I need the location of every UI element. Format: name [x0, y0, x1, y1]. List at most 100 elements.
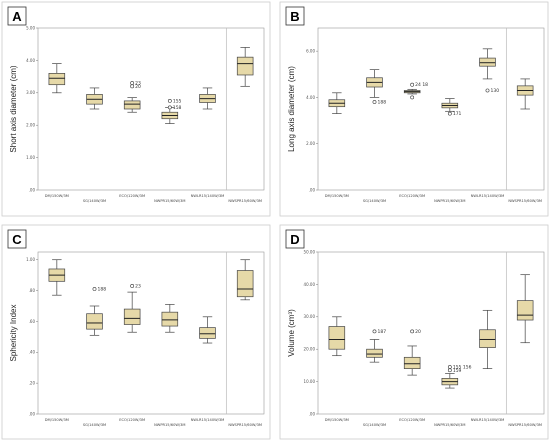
outlier-point [485, 88, 490, 93]
x-tick-label: NWLR15/140W/3M [471, 194, 505, 198]
outlier-point [410, 82, 415, 87]
box-6 [236, 259, 254, 301]
x-tick-label: DM/150W/3M [325, 418, 349, 422]
box-body [199, 327, 216, 339]
x-tick-label: SG/140W/3M [83, 423, 106, 427]
panel-frame [279, 1, 549, 217]
x-tick-label: SG/140W/3M [363, 199, 386, 203]
y-tick-label: 40.00 [304, 282, 316, 287]
x-tick-label: NWSPR15/60W/3M [228, 423, 262, 427]
chart-panel-c: .00 .20 .40 .60 .80 1.00 Sphericity Index C 188 2… [1, 224, 271, 440]
plot-area [317, 251, 545, 415]
box-4 [441, 373, 459, 389]
y-axis-label: Volume (cm³) [287, 309, 296, 357]
panel-label-box [285, 6, 305, 26]
outlier-label: 155 [173, 98, 182, 104]
y-tick-label: .00 [29, 411, 36, 416]
outlier-point [447, 365, 452, 369]
panel-label: C [12, 232, 22, 247]
x-tick-label: DM/150W/3M [325, 194, 349, 198]
outlier-point [130, 84, 135, 89]
y-tick-label: .00 [309, 187, 316, 192]
outlier-point [130, 81, 135, 85]
x-tick-label: NWPR15/60W/3M [154, 423, 185, 427]
panel-label-box [7, 6, 27, 26]
box-body [236, 56, 254, 76]
x-tick-label: DM/150W/3M [45, 418, 69, 422]
box-3 [403, 345, 421, 376]
outlier-label: 20 [135, 84, 141, 90]
y-tick-label: 20.00 [304, 347, 316, 352]
outlier-point [447, 111, 452, 116]
box-2 [366, 339, 383, 363]
plot-area [37, 251, 265, 415]
box-4 [161, 304, 179, 333]
box-2 [86, 305, 103, 336]
box-3 [123, 97, 141, 113]
box-6 [516, 274, 534, 344]
outlier-point [410, 329, 415, 334]
outlier-point [372, 329, 377, 334]
y-tick-label: 5.00 [26, 25, 35, 30]
box-body [479, 57, 496, 67]
x-tick-label: SG/140W/3M [363, 423, 386, 427]
outlier-label: 24 18 [415, 82, 428, 88]
y-tick-label: .40 [29, 350, 36, 355]
plot-area [317, 27, 545, 191]
chart-panel-b: .00 2.00 4.00 6.00 Long axis diameter (cm) B 1… [279, 1, 549, 217]
chart-panel-d: .00 10.00 20.00 30.00 40.00 50.00 Volume (cm³)… [279, 224, 549, 440]
y-tick-label: 1.00 [26, 155, 35, 160]
panel-label-box [285, 229, 305, 249]
x-tick-label: ECO/120W/3M [399, 418, 425, 422]
y-tick-label: .00 [309, 411, 316, 416]
x-tick-label: ECO/120W/3M [399, 194, 425, 198]
box-body [479, 329, 496, 348]
outlier-label: 159 [453, 368, 462, 374]
box-6 [516, 78, 534, 110]
y-axis-label: Long axis diameter (cm) [287, 66, 296, 152]
outlier-label: 187 [378, 329, 387, 335]
box-5 [479, 48, 496, 80]
outlier-point [447, 368, 452, 373]
box-3 [403, 88, 421, 95]
box-body [48, 73, 66, 86]
x-tick-label: NWPR15/60W/3M [434, 199, 465, 203]
x-tick-label: NWSPR15/60W/3M [508, 199, 542, 203]
box-5 [479, 309, 496, 369]
panel-label: D [290, 232, 299, 247]
box-1 [48, 259, 66, 296]
box-body [161, 311, 179, 327]
x-tick-label: DM/150W/3M [45, 194, 69, 198]
outlier-label: 188 [98, 287, 107, 293]
y-tick-label: 4.00 [306, 95, 315, 100]
box-2 [86, 87, 103, 110]
x-tick-label: NWLR15/140W/3M [191, 418, 225, 422]
box-body [123, 100, 141, 110]
outlier-label: 20 [415, 329, 421, 335]
y-tick-label: 2.00 [306, 141, 315, 146]
outlier-label: 155 156 [453, 365, 472, 371]
outlier-label: 23 [135, 81, 141, 87]
box-6 [236, 47, 254, 87]
y-tick-label: 50.00 [304, 249, 316, 254]
box-body [403, 356, 421, 369]
y-tick-label: 3.00 [26, 90, 35, 95]
y-tick-label: .80 [29, 288, 36, 293]
outlier-point [372, 100, 377, 104]
x-tick-label: NWPR15/60W/3M [154, 199, 185, 203]
x-tick-label: NWLR15/140W/3M [471, 418, 505, 422]
box-4 [161, 107, 179, 124]
outlier-label: 171 [453, 111, 462, 117]
box-body [236, 270, 254, 298]
box-2 [366, 69, 383, 98]
outlier-point [92, 287, 97, 291]
box-5 [199, 87, 216, 110]
plot-area [37, 27, 265, 191]
y-tick-label: 2.00 [26, 123, 35, 128]
box-body [328, 326, 346, 350]
box-5 [199, 316, 216, 344]
x-tick-label: ECO/120W/3M [119, 194, 145, 198]
outlier-label: 188 [378, 100, 387, 106]
